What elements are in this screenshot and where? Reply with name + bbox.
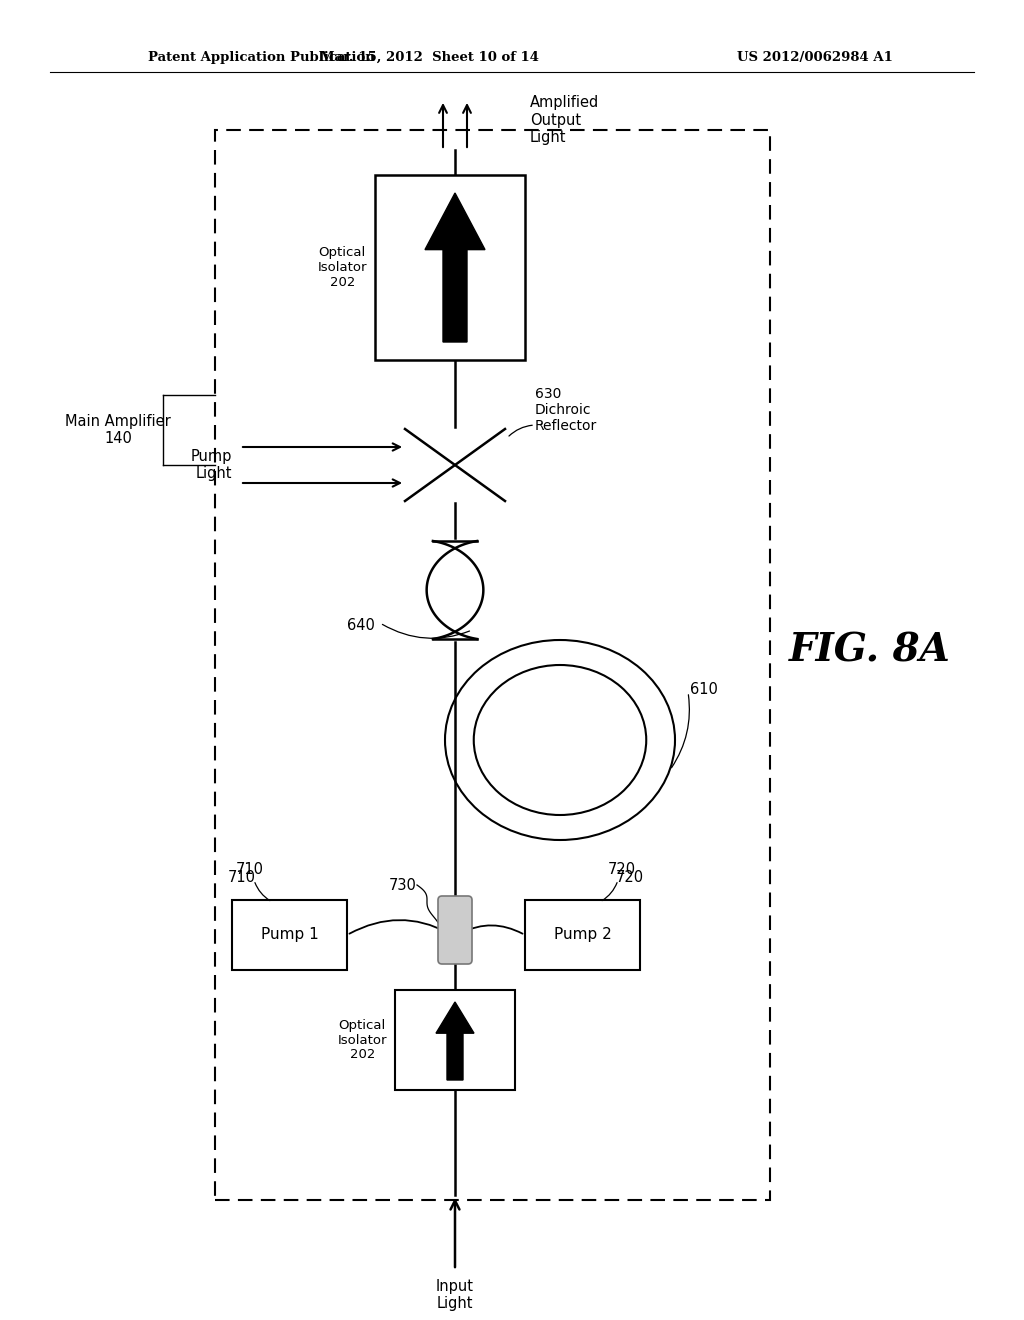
Text: 630
Dichroic
Reflector: 630 Dichroic Reflector: [535, 387, 597, 433]
Bar: [525, 900, 640, 970]
Text: Main Amplifier
140: Main Amplifier 140: [66, 413, 171, 446]
Text: Optical
Isolator
202: Optical Isolator 202: [338, 1019, 387, 1061]
Polygon shape: [436, 1002, 474, 1080]
Text: Amplified
Output
Light: Amplified Output Light: [530, 95, 599, 145]
Ellipse shape: [445, 640, 675, 840]
Bar: [232, 900, 347, 970]
Text: Pump 1: Pump 1: [261, 928, 318, 942]
Text: Pump
Light: Pump Light: [190, 449, 232, 482]
Bar: [395, 990, 515, 1090]
Text: US 2012/0062984 A1: US 2012/0062984 A1: [737, 50, 893, 63]
Text: 710: 710: [236, 862, 264, 878]
Ellipse shape: [474, 665, 646, 814]
Text: 720: 720: [608, 862, 636, 878]
Bar: [215, 129, 770, 1200]
Text: Patent Application Publication: Patent Application Publication: [148, 50, 375, 63]
Polygon shape: [425, 193, 485, 342]
Text: Optical
Isolator
202: Optical Isolator 202: [317, 246, 367, 289]
Text: FIG. 8A: FIG. 8A: [790, 631, 951, 669]
Bar: [375, 176, 525, 360]
Text: Mar. 15, 2012  Sheet 10 of 14: Mar. 15, 2012 Sheet 10 of 14: [321, 50, 540, 63]
Text: Pump 2: Pump 2: [554, 928, 611, 942]
Text: 610: 610: [690, 682, 718, 697]
Text: 720: 720: [616, 870, 644, 886]
Text: 710: 710: [228, 870, 256, 886]
Text: Input
Light: Input Light: [436, 1279, 474, 1311]
Text: 730: 730: [389, 878, 417, 892]
FancyBboxPatch shape: [438, 896, 472, 964]
Text: 640: 640: [347, 618, 375, 632]
